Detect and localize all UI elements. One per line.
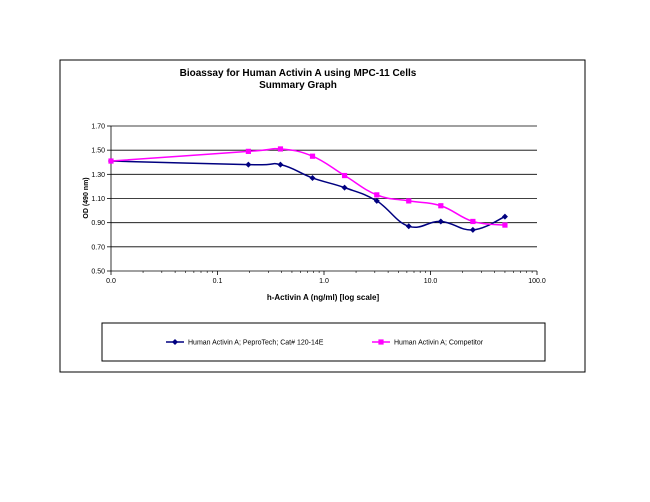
data-point — [502, 222, 508, 228]
data-point — [309, 153, 316, 159]
data-point — [469, 226, 476, 233]
chart-subtitle: Summary Graph — [259, 80, 337, 91]
x-tick-label: 0.0 — [106, 278, 116, 285]
data-point — [341, 184, 348, 191]
x-axis-label: h-Activin A (ng/ml) [log scale] — [267, 293, 380, 302]
chart-area-border — [59, 59, 586, 373]
data-point — [341, 172, 348, 179]
data-point — [245, 148, 251, 154]
data-point — [437, 218, 444, 225]
legend-entries: Human Activin A; PeproTech; Cat# 120-14E… — [166, 339, 484, 347]
data-point — [277, 161, 284, 168]
legend-label: Human Activin A; Competitor — [394, 340, 484, 347]
series-line — [110, 160, 506, 231]
data-point — [405, 223, 412, 230]
data-point — [373, 197, 380, 204]
data-point — [374, 192, 380, 198]
legend: Human Activin A; PeproTech; Cat# 120-14E… — [101, 322, 546, 362]
chart-title: Bioassay for Human Activin A using MPC-1… — [180, 68, 417, 79]
series-1 — [108, 158, 508, 233]
x-tick-label: 100.0 — [528, 278, 546, 285]
legend-entry-1: Human Activin A; PeproTech; Cat# 120-14E — [166, 339, 324, 347]
x-tick-label: 10.0 — [424, 278, 438, 285]
y-tick-label: 1.30 — [91, 172, 105, 179]
y-tick-label: 1.10 — [91, 196, 105, 203]
series-2 — [108, 146, 508, 228]
y-tick-label: 1.70 — [91, 124, 105, 131]
series-layer — [108, 146, 508, 233]
y-tick-label: 0.70 — [91, 244, 105, 251]
y-tick-label: 0.50 — [91, 269, 105, 276]
data-point — [245, 161, 252, 168]
data-point — [501, 213, 508, 220]
series-line — [110, 147, 506, 226]
data-point — [406, 198, 412, 204]
legend-marker — [172, 339, 178, 345]
y-tick-label: 1.50 — [91, 148, 105, 155]
data-point — [470, 218, 476, 225]
data-point — [108, 158, 114, 164]
y-tick-label: 0.90 — [91, 220, 105, 227]
data-point — [277, 146, 284, 152]
legend-label: Human Activin A; PeproTech; Cat# 120-14E — [188, 340, 324, 347]
axes: 0.50 0.70 0.90 1.10 1.30 1.50 1.70 0.0 0.1 1.0 10.… — [91, 124, 545, 286]
data-point — [438, 203, 444, 209]
x-tick-label: 0.1 — [213, 278, 223, 285]
legend-marker — [378, 339, 384, 345]
y-axis-label: OD (490 nm) — [83, 177, 90, 218]
legend-entry-2: Human Activin A; Competitor — [372, 339, 484, 347]
gridlines — [111, 125, 537, 248]
data-point — [309, 174, 316, 181]
x-tick-label: 1.0 — [319, 278, 329, 285]
